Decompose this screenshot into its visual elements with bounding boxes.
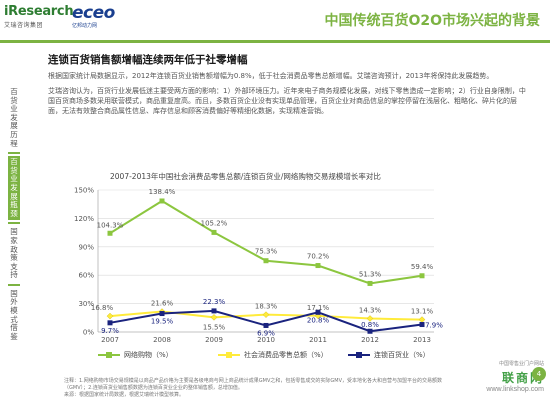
linkshop-name: 联商网 [501, 371, 544, 385]
data-label: 105.2% [201, 219, 228, 227]
series-point-2 [367, 328, 373, 334]
x-tick-label: 2012 [361, 336, 379, 344]
y-tick-label: 60% [78, 272, 94, 280]
chart-legend: 网络购物（%） 社会消费品零售总额（%） 连锁百货业（%） [98, 350, 518, 362]
sidenav-item-bottleneck[interactable]: 百货业发展瓶颈 [8, 156, 20, 221]
header: iResearch 艾瑞咨询集团 eceo 亿邦动力网 中国传统百货O2O市场兴… [0, 0, 550, 40]
data-label: 16.8% [91, 304, 114, 312]
legend-item-online: 网络购物（%） [98, 350, 173, 360]
data-label: 13.1% [411, 308, 434, 316]
legend-label-retail: 社会消费品零售总额（%） [244, 351, 328, 359]
chart-title: 2007-2013年中国社会消费品零售总额/连锁百货业/网络购物交易规模增长率对… [110, 172, 381, 181]
series-point-1 [210, 314, 218, 321]
series-point-0 [159, 198, 165, 204]
sidenav-item-foreign-models[interactable]: 国外模式借鉴 [10, 288, 18, 341]
series-point-1 [262, 311, 270, 318]
data-label: 22.3% [203, 298, 226, 306]
iresearch-logo-subtitle: 艾瑞咨询集团 [4, 22, 44, 29]
legend-swatch-retail [218, 352, 240, 358]
paragraph-analysis: 艾瑞咨询认为，百货行业发展低迷主要受两方面的影响：1）外部环境压力。近年来电子商… [48, 87, 526, 115]
legend-swatch-dept-store [348, 352, 370, 358]
data-label: 14.3% [359, 306, 382, 314]
data-label: 51.3% [359, 270, 382, 278]
data-label: 19.5% [151, 318, 174, 326]
series-point-0 [419, 273, 425, 279]
legend-item-retail: 社会消费品零售总额（%） [218, 350, 328, 360]
iresearch-logo-text: iResearch [4, 4, 74, 19]
section-sidenav: 百货业发展历程 百货业发展瓶颈 国家政策支持 国外模式借鉴 [8, 86, 20, 343]
x-tick-label: 2009 [205, 336, 223, 344]
data-label: 15.5% [203, 323, 226, 331]
iresearch-logo[interactable]: iResearch 艾瑞咨询集团 [4, 4, 74, 34]
sidenav-divider [8, 152, 20, 155]
data-label: 104.3% [97, 221, 124, 229]
y-tick-label: 0% [83, 329, 94, 337]
sidenav-item-policy[interactable]: 国家政策支持 [10, 227, 18, 280]
eceo-logo-text: eceo [72, 3, 115, 23]
legend-label-dept-store: 连锁百货业（%） [374, 351, 430, 359]
series-point-2 [211, 308, 217, 314]
data-label: 21.6% [151, 300, 174, 308]
series-point-0 [263, 258, 269, 264]
page-title: 中国传统百货O2O市场兴起的背景 [324, 13, 540, 29]
data-label: 17.1% [307, 304, 330, 312]
data-label: 70.2% [307, 253, 330, 261]
data-label: 0.8% [361, 321, 379, 329]
linkshop-url: www.linkshop.com [486, 386, 544, 393]
data-label: 20.8% [307, 316, 330, 324]
header-divider [0, 40, 550, 43]
data-label: 18.3% [255, 303, 278, 311]
series-point-1 [106, 312, 114, 320]
series-point-2 [107, 320, 113, 326]
y-tick-label: 90% [78, 243, 94, 251]
footnote-note: 注释：1.网络购物市场交易规模是以商品产品价格为主要是各级电商与网上商品统计成果… [64, 378, 442, 391]
series-point-2 [315, 309, 321, 315]
page-number: 4 [532, 367, 546, 381]
sidenav-divider [8, 283, 20, 286]
eceo-logo[interactable]: eceo 亿邦动力网 [72, 3, 152, 35]
legend-item-dept-store: 连锁百货业（%） [348, 350, 430, 360]
paragraph-stats: 根据国家统计局数据显示，2012年连锁百货业销售额增幅为0.8%，低于社会消费品… [48, 72, 494, 80]
footnote-source: 来源：根据国家统计局数据，根据艾瑞统计模型核算。 [64, 392, 185, 398]
data-label: 9.7% [101, 327, 119, 335]
series-point-0 [211, 229, 217, 235]
y-tick-label: 150% [74, 187, 94, 195]
series-point-0 [315, 263, 321, 269]
legend-swatch-online [98, 352, 120, 358]
data-label: 75.3% [255, 248, 278, 256]
series-point-2 [419, 322, 425, 328]
series-point-1 [366, 315, 374, 322]
x-tick-label: 2013 [413, 336, 431, 344]
x-tick-label: 2010 [257, 336, 275, 344]
footnote: 注释：1.网络购物市场交易规模是以商品产品价格为主要是各级电商与网上商品统计成果… [64, 378, 464, 399]
legend-label-online: 网络购物（%） [124, 351, 173, 359]
linkshop-tagline: 中国零售业门户网站 [498, 361, 544, 367]
section-headline: 连锁百货销售额增幅连续两年低于社零增幅 [48, 54, 248, 66]
y-tick-label: 120% [74, 215, 94, 223]
y-tick-label: 30% [78, 300, 94, 308]
series-point-0 [367, 280, 373, 286]
linkshop-watermark[interactable]: 中国零售业门户网站 联商网 www.linkshop.com [456, 360, 544, 404]
x-tick-label: 2011 [309, 336, 327, 344]
sidenav-item-history[interactable]: 百货业发展历程 [10, 87, 18, 148]
growth-rate-line-chart: 0% 30% 60% 90% 120% 150% 2007 2008 2009 2010 2011 2… [74, 187, 443, 345]
eceo-logo-subtitle: 亿邦动力网 [72, 23, 98, 29]
data-label: 138.4% [149, 188, 176, 196]
series-point-2 [159, 311, 165, 317]
series-point-0 [107, 230, 113, 236]
series-point-2 [263, 322, 269, 328]
main-content: 连锁百货销售额增幅连续两年低于社零增幅 根据国家统计局数据显示，2012年连锁百… [40, 46, 540, 116]
data-label: 7.9% [425, 322, 443, 330]
sidenav-divider [8, 222, 20, 225]
series-point-1 [418, 316, 426, 323]
data-label: 59.4% [411, 263, 434, 271]
data-label: 6.9% [257, 329, 275, 337]
x-tick-label: 2007 [101, 336, 119, 344]
x-tick-label: 2008 [153, 336, 171, 344]
